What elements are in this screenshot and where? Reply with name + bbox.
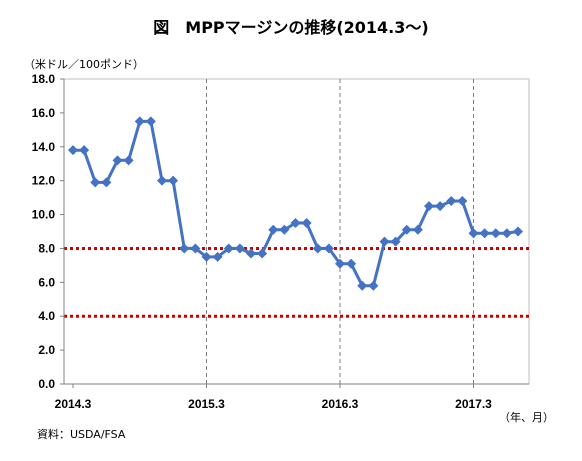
data-point [134, 116, 145, 127]
y-axis-unit-label: （米ドル／100ポンド） [24, 58, 144, 71]
x-tick-label: 2016.3 [322, 397, 359, 411]
data-point [179, 243, 190, 254]
chart-title: 図 MPPマージンの推移(2014.3～) [153, 18, 428, 37]
y-tick-label: 12.0 [32, 174, 56, 188]
data-point [68, 145, 78, 156]
data-point [268, 224, 279, 235]
y-tick-label: 0.0 [38, 377, 55, 391]
data-point [501, 228, 512, 239]
data-point [479, 228, 490, 239]
y-tick-label: 8.0 [38, 241, 55, 255]
x-tick-label: 2015.3 [188, 397, 225, 411]
data-point [379, 236, 390, 247]
data-point [301, 218, 312, 229]
data-point [368, 280, 379, 291]
data-point [468, 228, 479, 239]
data-point [446, 196, 457, 206]
y-tick-label: 6.0 [38, 275, 55, 289]
data-point [201, 251, 212, 262]
data-point [246, 248, 256, 259]
data-point [335, 258, 345, 269]
x-axis-unit-label: （年、月） [499, 410, 554, 424]
data-point [357, 280, 368, 291]
y-tick-label: 4.0 [38, 309, 55, 323]
data-point [412, 224, 423, 235]
data-point [112, 155, 123, 166]
y-tick-label: 14.0 [32, 140, 56, 154]
data-point [323, 243, 334, 254]
x-tick-label: 2014.3 [55, 397, 92, 411]
data-point [190, 243, 201, 254]
data-point [390, 236, 401, 247]
data-point [401, 224, 412, 235]
data-point [279, 224, 290, 235]
data-point [312, 243, 323, 254]
x-tick-label: 2017.3 [455, 397, 492, 411]
data-point [290, 218, 301, 229]
data-point [123, 155, 134, 166]
data-point [346, 258, 357, 269]
data-point [424, 201, 434, 212]
data-point [223, 243, 234, 254]
y-tick-label: 2.0 [38, 343, 55, 357]
data-point [490, 228, 501, 239]
data-point [157, 175, 167, 186]
data-point [513, 226, 523, 237]
data-point [212, 251, 223, 262]
source-note: 資料：USDA/FSA [37, 427, 126, 441]
data-point [79, 145, 90, 156]
y-tick-label: 16.0 [32, 106, 56, 120]
data-point [168, 175, 179, 186]
data-point [234, 243, 245, 254]
y-tick-label: 18.0 [32, 72, 56, 86]
data-point [435, 201, 446, 212]
data-point [101, 177, 112, 188]
y-tick-label: 10.0 [32, 208, 56, 222]
data-point [145, 116, 156, 127]
data-point [90, 177, 101, 188]
data-point [457, 196, 468, 206]
plot-area [63, 78, 530, 385]
data-point [257, 248, 268, 259]
